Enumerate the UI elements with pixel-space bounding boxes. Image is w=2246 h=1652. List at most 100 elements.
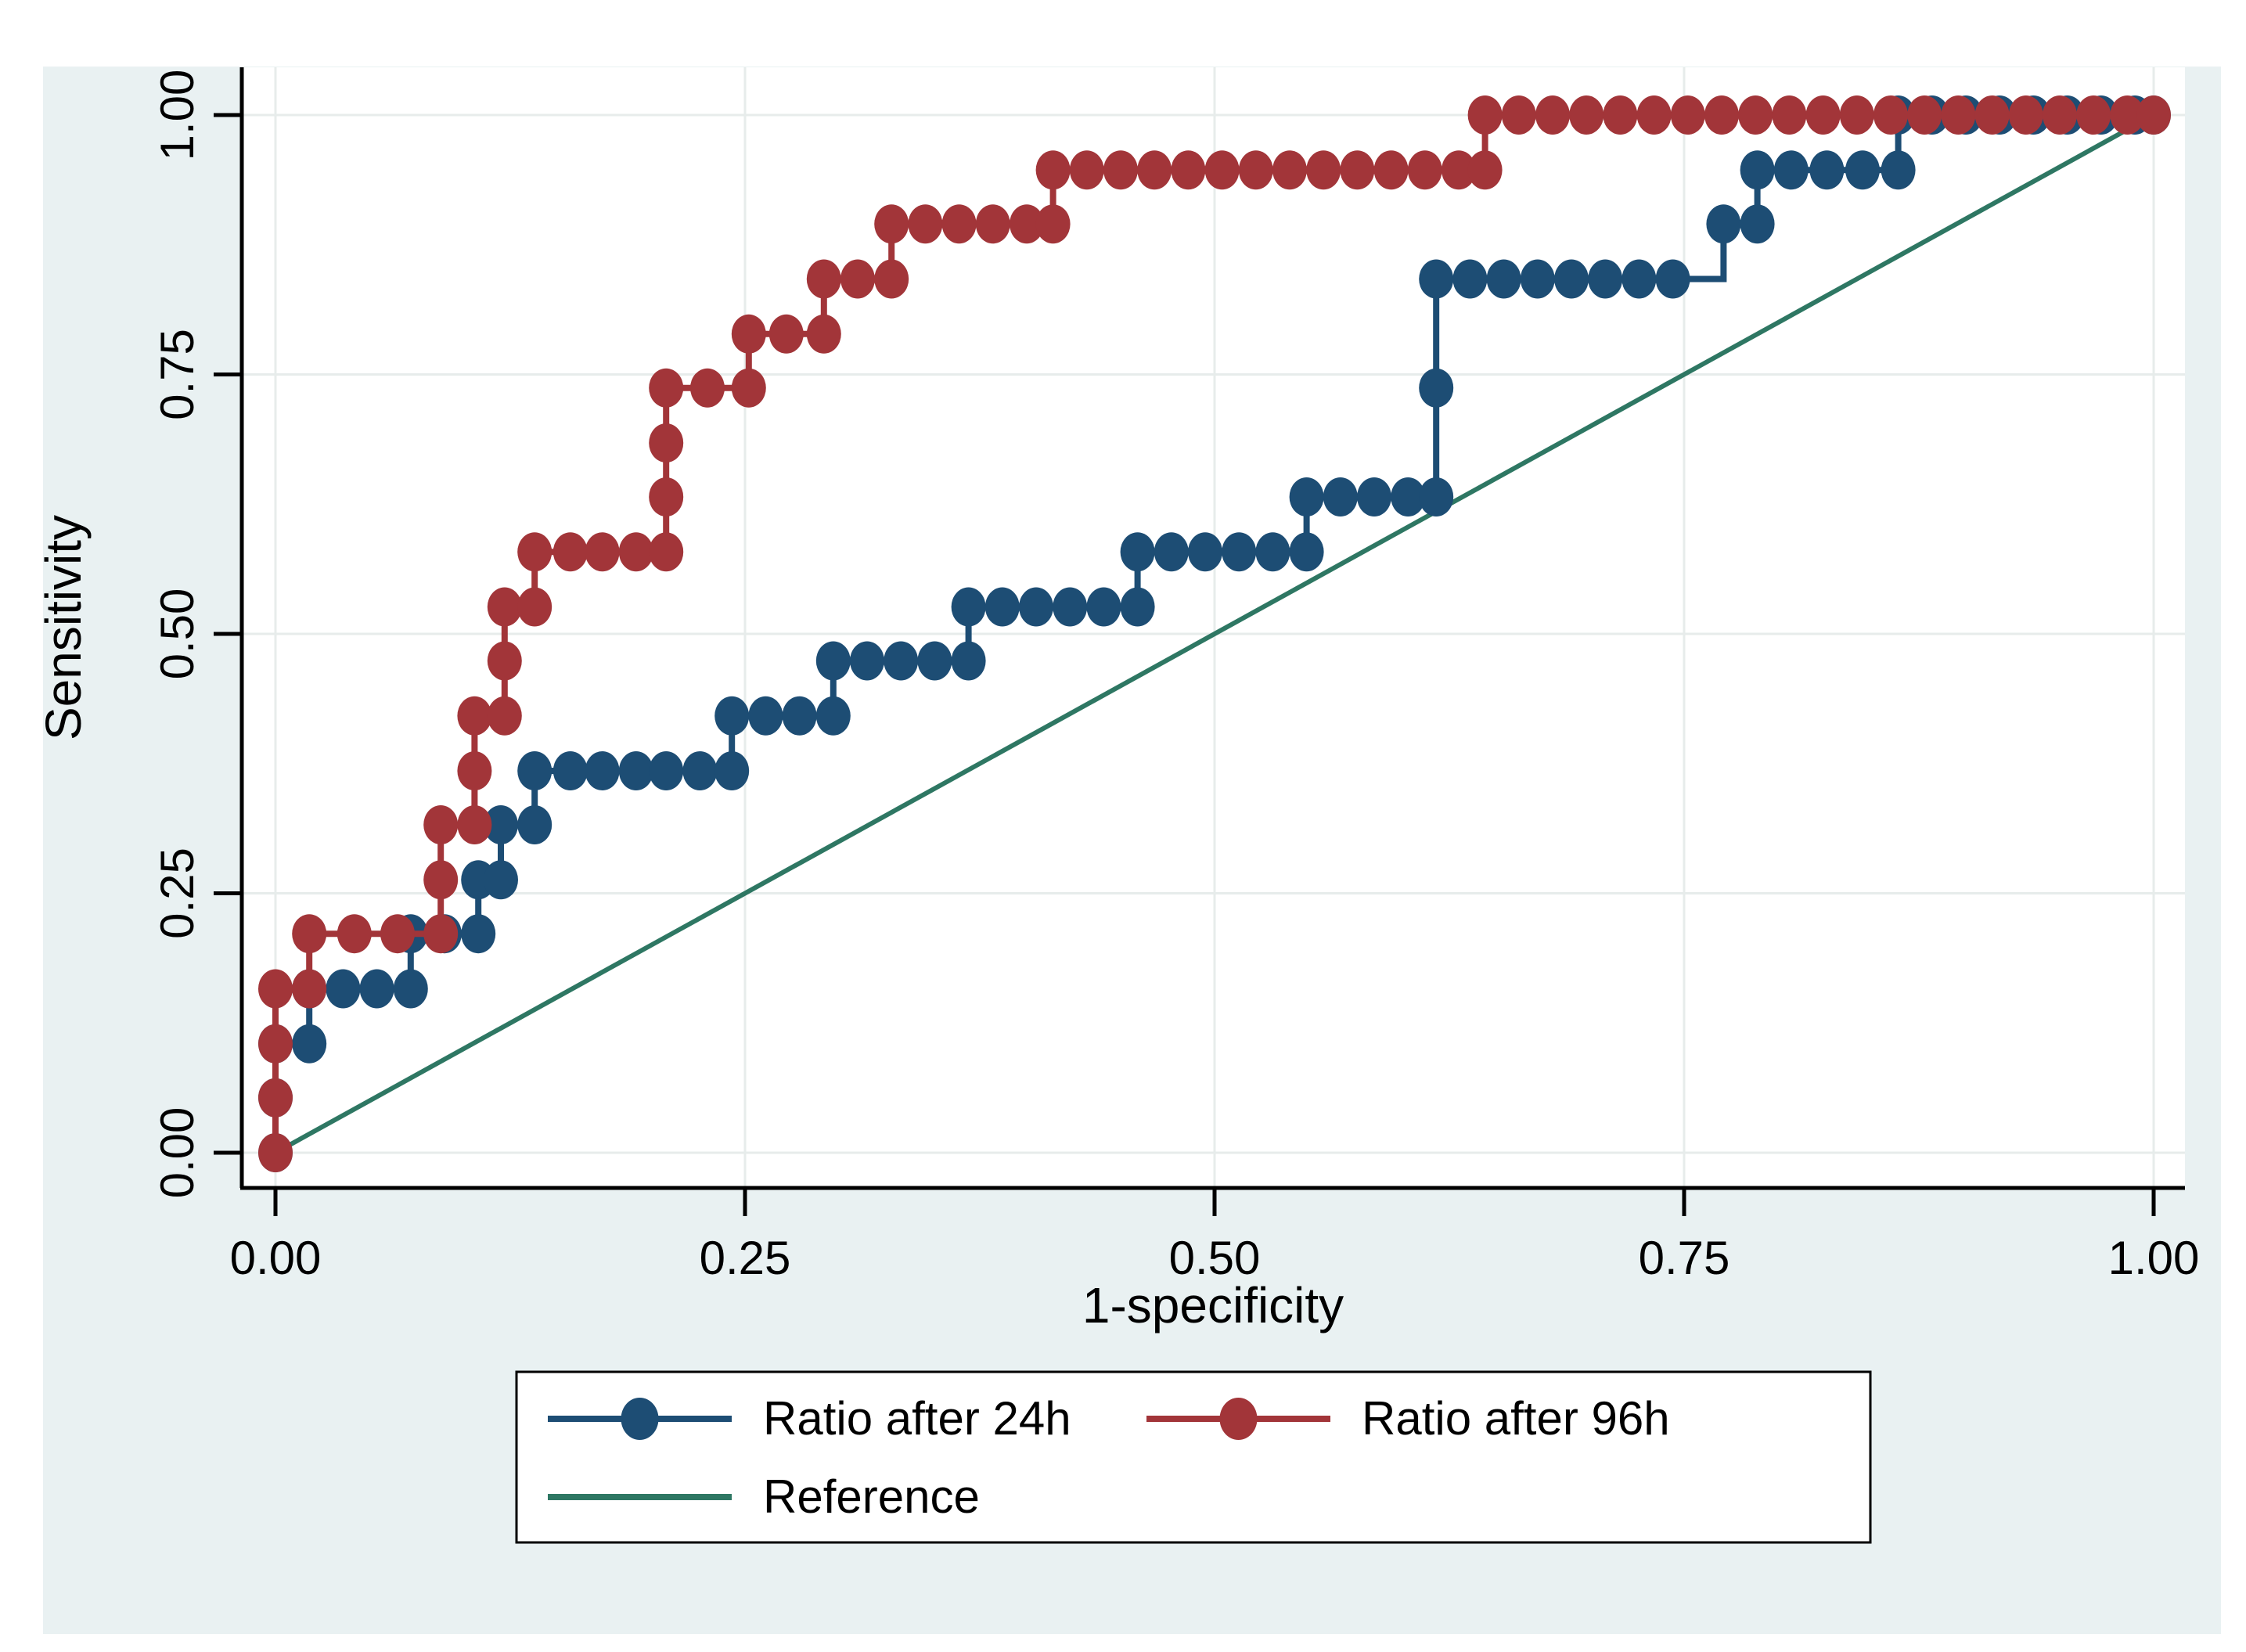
axes-layer: 0.00 0.25 0.50 0.75 1.00 0.00 0.25 0.50 0.75 1.00 (151, 67, 2199, 1284)
roc-curve-24h-marker (1086, 587, 1121, 627)
roc-curve-24h-marker (585, 751, 620, 791)
roc-curve-24h-marker (484, 860, 518, 900)
roc-curve-96h-marker (487, 696, 522, 736)
roc-curve-96h-marker (487, 587, 522, 627)
roc-curve-24h-marker (1740, 150, 1775, 190)
legend-label-24h: Ratio after 24h (763, 1392, 1071, 1445)
roc-curve-96h-marker (1805, 95, 1841, 135)
roc-curve-24h-marker (1323, 477, 1358, 516)
roc-curve-24h-marker (618, 751, 653, 791)
roc-curve-24h-marker (1419, 368, 1454, 408)
legend-layer: Ratio after 24h Ratio after 96h Referenc… (515, 1370, 1872, 1544)
series-layer (258, 95, 2171, 1172)
x-axis-title: 1-specificity (1082, 1277, 1344, 1333)
roc-curve-96h-marker (731, 314, 766, 354)
roc-curve-24h-marker (1554, 259, 1589, 299)
roc-curve-96h-marker (2136, 95, 2171, 135)
roc-curve-24h-marker (1588, 259, 1623, 299)
roc-curve-24h-marker (359, 969, 394, 1009)
roc-curve-24h-marker (815, 641, 851, 681)
roc-curve-96h-marker (1035, 204, 1071, 244)
roc-curve-24h-marker (461, 914, 496, 954)
roc-curve-96h-marker (1670, 95, 1705, 135)
roc-curve-24h-marker (1773, 150, 1809, 190)
y-axis-title: Sensitivity (35, 515, 92, 740)
roc-curve-96h-marker (457, 696, 492, 736)
roc-curve-96h-marker (1738, 95, 1773, 135)
roc-curve-24h-marker (292, 1024, 327, 1064)
roc-curve-24h-marker (1120, 532, 1155, 572)
roc-curve-96h-marker (1535, 95, 1570, 135)
roc-curve-24h-marker (484, 804, 518, 844)
roc-curve-24h-marker (517, 751, 553, 791)
roc-curve-96h-marker (649, 423, 684, 463)
roc-curve-24h-marker (714, 751, 750, 791)
roc-curve-96h-marker (1873, 95, 1908, 135)
x-tick-label: 0.25 (700, 1232, 791, 1284)
y-tick-label: 0.25 (151, 848, 203, 939)
roc-curve-24h-marker (1622, 259, 1657, 299)
roc-curve-96h-marker (941, 204, 977, 244)
y-tick-label: 0.00 (151, 1107, 203, 1199)
roc-curve-96h-marker (2008, 95, 2043, 135)
roc-curve-96h-marker (1407, 150, 1442, 190)
roc-curve-96h-marker (1171, 150, 1206, 190)
legend-box (515, 1370, 1872, 1544)
roc-curve-24h-marker (326, 969, 361, 1009)
roc-curve-24h-marker (553, 751, 588, 791)
roc-curve-96h-marker (292, 969, 327, 1009)
roc-curve-96h-marker (1010, 204, 1044, 244)
roc-curve-24h-marker (649, 751, 684, 791)
roc-curve-96h-marker (1272, 150, 1307, 190)
roc-curve-96h-marker (1704, 95, 1739, 135)
roc-curve-96h-marker (1373, 150, 1409, 190)
roc-curve-96h-marker (1907, 95, 1942, 135)
roc-curve-24h-marker (1419, 477, 1454, 516)
roc-curve-96h-marker (1603, 95, 1638, 135)
roc-curve-96h-marker (380, 914, 415, 954)
roc-curve-96h-marker (457, 804, 492, 844)
roc-curve-24h-marker (850, 641, 884, 681)
roc-curve-24h-marker (951, 641, 986, 681)
roc-curve-96h-marker (768, 314, 804, 354)
legend-swatch-24h-marker (621, 1398, 659, 1440)
roc-curve-96h-marker (1839, 95, 1874, 135)
roc-curve-96h-marker (874, 204, 909, 244)
roc-curve-96h-marker (1103, 150, 1138, 190)
x-tick-label: 0.75 (1639, 1232, 1730, 1284)
roc-curve-96h-marker (1501, 95, 1536, 135)
roc-curve-96h (258, 95, 2171, 1172)
roc-curve-96h-marker (517, 587, 553, 627)
roc-curve-96h-marker (423, 914, 459, 954)
roc-curve-24h-marker (951, 587, 986, 627)
roc-curve-96h-marker (423, 860, 459, 900)
roc-curve-24h-marker (393, 969, 428, 1009)
roc-curve-96h-marker (1467, 150, 1503, 190)
roc-curve-24h-marker (1740, 204, 1775, 244)
roc-curve-96h-marker (2076, 95, 2111, 135)
roc-curve-24h-marker (1655, 259, 1690, 299)
roc-curve-96h-marker (1636, 95, 1672, 135)
roc-curve-24h-marker (1289, 477, 1324, 516)
roc-curve-24h-marker (714, 696, 750, 736)
roc-curve-96h-marker (1137, 150, 1172, 190)
roc-curve-24h-marker (984, 587, 1020, 627)
x-tick-label: 0.00 (230, 1232, 322, 1284)
roc-curve-96h-marker (1569, 95, 1604, 135)
roc-curve-24h-marker (682, 751, 718, 791)
roc-curve-24h-marker (1391, 477, 1426, 516)
roc-curve-96h-marker (1306, 150, 1341, 190)
roc-curve-96h-marker (2043, 95, 2077, 135)
roc-curve-96h-marker (1035, 150, 1071, 190)
roc-curve-96h-marker (258, 969, 293, 1009)
roc-curve-24h-marker (1019, 587, 1053, 627)
roc-curve-96h-marker (457, 751, 492, 791)
roc-curve-96h-marker (258, 1078, 293, 1118)
roc-curve-96h-marker (1974, 95, 2010, 135)
roc-curve-96h-marker (258, 1133, 293, 1172)
roc-curve-96h-marker (975, 204, 1010, 244)
roc-curve-96h-marker (690, 368, 725, 408)
roc-curve-24h-marker (1154, 532, 1189, 572)
roc-curve-96h-marker (618, 532, 653, 572)
